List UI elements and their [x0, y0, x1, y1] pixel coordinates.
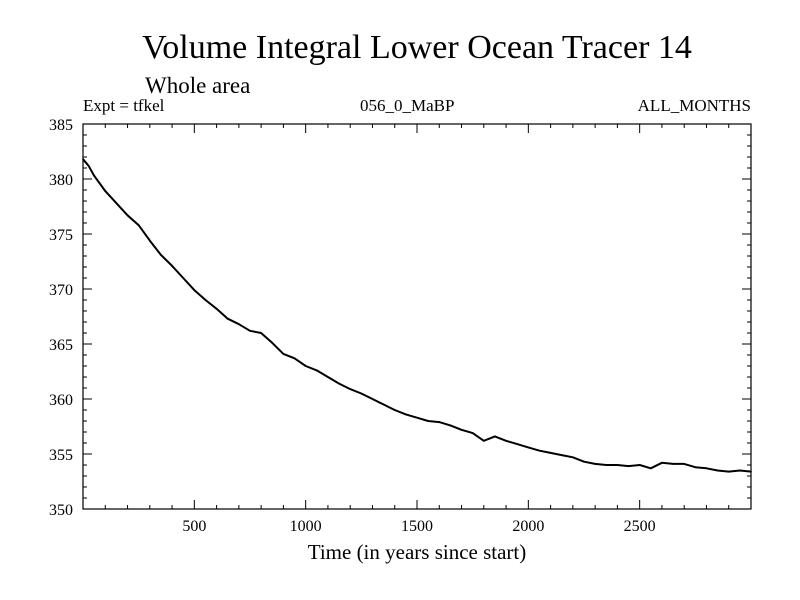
data-point [438, 421, 441, 423]
data-point [416, 416, 418, 419]
data-point [360, 392, 363, 395]
y-tick-label: 355 [49, 447, 73, 464]
axis-ticks: 500 1000 1500 2000 2500 350 355 360 365 370 375 380… [49, 117, 751, 535]
data-point [727, 470, 730, 473]
plot-frame [82, 123, 752, 510]
data-point [115, 202, 118, 204]
data-point [226, 317, 229, 320]
data-point [393, 409, 396, 411]
data-point [716, 469, 719, 472]
data-point [349, 388, 352, 390]
data-point [650, 467, 652, 470]
y-tick-label: 365 [49, 337, 73, 354]
data-point [427, 420, 429, 422]
data-point [249, 330, 251, 332]
data-point [505, 440, 507, 442]
data-point [594, 463, 596, 465]
data-point [382, 403, 385, 406]
x-tick-label: 2500 [624, 518, 656, 535]
data-point [527, 446, 530, 449]
data-point [260, 332, 262, 334]
y-tick-label: 380 [49, 172, 73, 189]
data-point [316, 369, 318, 372]
data-point [149, 239, 151, 242]
y-tick-label: 360 [49, 392, 73, 409]
y-tick-label: 350 [49, 502, 73, 519]
data-point [204, 299, 207, 301]
y-tick-label: 370 [49, 282, 73, 299]
data-point [449, 424, 452, 427]
data-point [271, 342, 274, 344]
chart-subtitle: Whole area [145, 73, 250, 98]
data-point [193, 289, 196, 291]
data-point [661, 462, 663, 464]
data-point [327, 376, 329, 378]
run-label: 056_0_MaBP [360, 96, 454, 115]
x-tick-label: 2000 [512, 518, 544, 535]
data-point [182, 277, 184, 279]
data-point [137, 224, 140, 226]
y-tick-label: 385 [49, 117, 73, 134]
data-point [93, 174, 95, 177]
data-point [750, 470, 752, 473]
chart-title: Volume Integral Lower Ocean Tracer 14 [142, 29, 692, 66]
data-point [583, 460, 585, 463]
data-point [104, 190, 107, 192]
data-point [605, 464, 608, 466]
data-point [282, 353, 285, 355]
data-point [238, 323, 240, 326]
data-point [672, 463, 674, 465]
months-label: ALL_MONTHS [638, 96, 751, 115]
x-tick-label: 1000 [290, 518, 322, 535]
data-point [460, 429, 463, 431]
x-tick-label: 500 [182, 518, 206, 535]
data-point [371, 398, 374, 400]
data-point [538, 449, 541, 452]
data-point [494, 435, 496, 438]
data-point [126, 214, 129, 217]
data-point [638, 464, 641, 466]
data-point [483, 440, 485, 442]
data-point [627, 465, 630, 467]
data-point [405, 413, 407, 416]
data-point [560, 454, 563, 456]
data-point [171, 265, 173, 267]
data-point [98, 182, 101, 185]
data-point [338, 382, 340, 385]
data-point [683, 463, 685, 465]
data-point [616, 464, 619, 466]
data-point [215, 308, 218, 310]
series-line [82, 158, 752, 473]
data-point [87, 165, 90, 167]
data-point [694, 466, 697, 469]
data-point [572, 456, 574, 459]
data-point [304, 365, 307, 367]
data-point [160, 254, 162, 256]
data-point [471, 432, 474, 434]
data-point [549, 452, 552, 454]
x-tick-label: 1500 [401, 518, 433, 535]
data-point [82, 158, 84, 160]
data-point [705, 467, 708, 470]
experiment-label: Expt = tfkel [83, 96, 165, 115]
data-point [739, 469, 741, 472]
data-point [516, 443, 518, 445]
y-tick-label: 375 [49, 227, 73, 244]
x-axis-label: Time (in years since start) [308, 540, 527, 564]
series-layer [82, 158, 752, 473]
data-point [293, 357, 296, 360]
